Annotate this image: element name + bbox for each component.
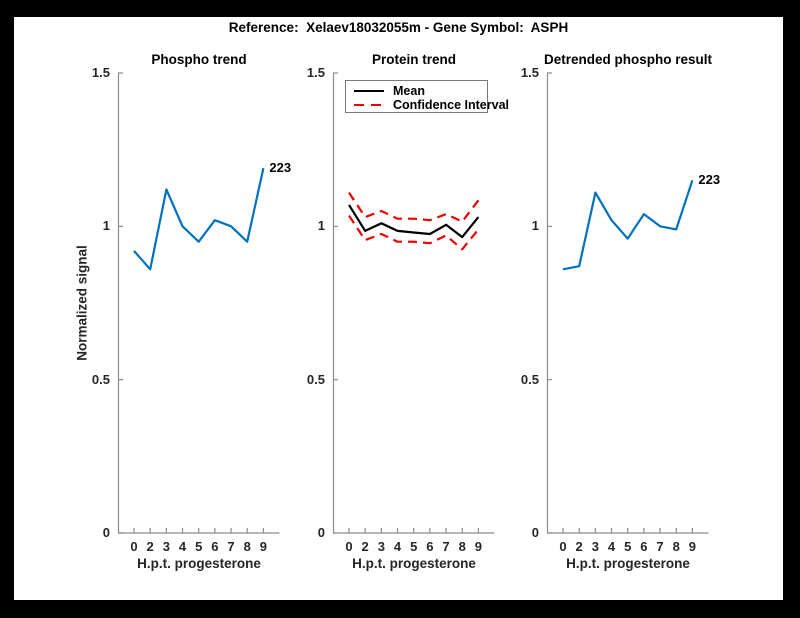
x-tick-label: 8 — [243, 539, 251, 554]
series-line — [348, 204, 480, 239]
x-tick-label: 0 — [559, 539, 567, 554]
y-tick-label: 0 — [317, 525, 325, 540]
y-tick-label: 1.5 — [306, 65, 325, 80]
x-tick-label: 6 — [211, 539, 219, 554]
x-tick-label: 2 — [575, 539, 583, 554]
plot-area: 0 2 3 4 5 6 7 8 9 0 0.5 1 1.5 223 — [521, 65, 720, 554]
subplot-title: Detrended phospho result — [543, 52, 712, 67]
y-tick-label: 1.5 — [91, 65, 110, 80]
legend-label: Mean — [393, 84, 425, 98]
legend-label: Confidence Interval — [393, 98, 509, 112]
x-axis-label: H.p.t. progesterone — [566, 556, 690, 571]
x-tick-label: 9 — [688, 539, 696, 554]
x-tick-label: 8 — [458, 539, 466, 554]
legend-item-confidence-interval: Confidence Interval — [354, 98, 509, 112]
x-tick-label: 0 — [130, 539, 138, 554]
x-tick-label: 5 — [410, 539, 418, 554]
x-tick-label: 5 — [195, 539, 203, 554]
x-tick-label: 5 — [624, 539, 632, 554]
x-tick-label: 9 — [259, 539, 267, 554]
x-tick-label: 8 — [672, 539, 680, 554]
y-axis-label: Normalized signal — [74, 245, 90, 361]
endpoint-annotation: 223 — [269, 160, 292, 176]
x-tick-label: 9 — [474, 539, 482, 554]
y-tick-label: 0.5 — [91, 371, 110, 387]
y-tick-label: 1.5 — [520, 65, 539, 80]
y-tick-label: 1 — [531, 218, 539, 234]
subplot-protein-trend: Protein trend 0 2 3 4 5 6 7 8 9 0 0.5 1 1.5 Mean Con… — [307, 52, 509, 571]
endpoint-annotation: 223 — [698, 172, 721, 188]
x-tick-label: 7 — [442, 539, 450, 554]
axes-svg — [117, 72, 280, 534]
subplot-title: Phospho trend — [151, 52, 247, 67]
x-tick-label: 3 — [377, 539, 385, 554]
series-line — [133, 167, 265, 271]
x-axis-label: H.p.t. progesterone — [137, 556, 261, 571]
x-tick-label: 7 — [227, 539, 235, 554]
figure-canvas: Reference: Xelaev18032055m - Gene Symbol… — [14, 17, 783, 600]
y-tick-label: 1 — [102, 218, 110, 234]
confidence-interval-line-sample — [354, 103, 384, 107]
x-tick-label: 6 — [640, 539, 648, 554]
x-tick-label: 4 — [178, 539, 187, 554]
x-axis-label: H.p.t. progesterone — [352, 556, 476, 571]
series-line — [562, 179, 694, 271]
plot-area: 0 2 3 4 5 6 7 8 9 0 0.5 1 1.5 — [307, 65, 495, 554]
mean-line-sample — [354, 89, 384, 93]
x-tick-label: 2 — [361, 539, 369, 554]
subplot-detrended-phospho-result: Detrended phospho result 0 2 3 4 5 6 7 8 9 0 0.5 1 1… — [521, 52, 720, 571]
x-tick-label: 4 — [607, 539, 616, 554]
legend-item-mean: Mean — [354, 84, 487, 98]
y-tick-label: 0.5 — [306, 371, 325, 387]
x-tick-label: 4 — [393, 539, 402, 554]
y-tick-label: 0.5 — [520, 371, 539, 387]
series-line — [348, 214, 480, 251]
x-tick-label: 0 — [345, 539, 353, 554]
axis-spines — [546, 73, 709, 534]
y-tick-label: 1 — [317, 218, 325, 234]
x-tick-label: 2 — [146, 539, 154, 554]
y-tick-label: 0 — [102, 525, 110, 540]
axis-spines — [117, 73, 280, 534]
x-tick-label: 3 — [162, 539, 170, 554]
legend: Mean Confidence Interval — [345, 80, 509, 113]
x-tick-label: 6 — [426, 539, 434, 554]
series-line — [348, 191, 480, 223]
axis-spines — [332, 73, 495, 534]
x-tick-label: 3 — [591, 539, 599, 554]
x-tick-label: 7 — [656, 539, 664, 554]
plot-area: 0 2 3 4 5 6 7 8 9 0 0.5 1 1.5 223 — [92, 65, 291, 554]
axes-svg — [332, 72, 495, 534]
subplot-title: Protein trend — [371, 52, 456, 67]
figure-suptitle: Reference: Xelaev18032055m - Gene Symbol… — [228, 20, 569, 35]
axes-svg — [546, 72, 709, 534]
y-tick-label: 0 — [531, 525, 539, 540]
